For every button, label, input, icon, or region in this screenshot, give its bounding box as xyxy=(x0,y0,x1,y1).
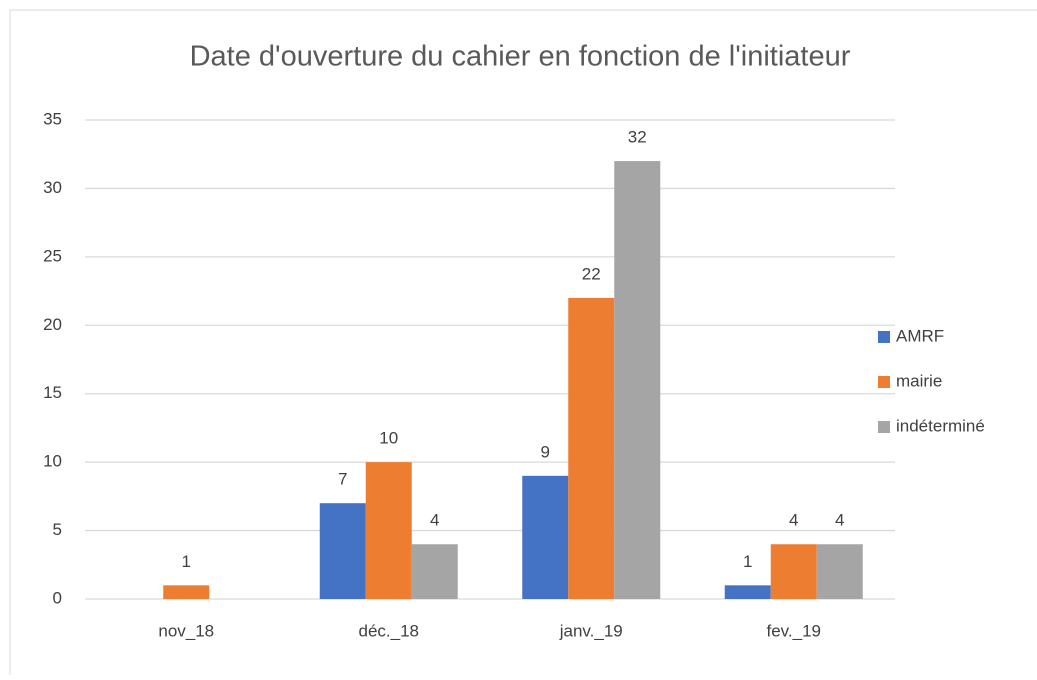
value-label: 9 xyxy=(541,442,550,461)
value-label: 4 xyxy=(835,511,844,530)
x-tick-label: fev._19 xyxy=(766,621,821,640)
y-tick-label: 30 xyxy=(43,178,62,197)
value-label: 1 xyxy=(182,552,191,571)
chart-frame xyxy=(9,9,1037,680)
value-label: 4 xyxy=(430,511,439,530)
y-tick-label: 10 xyxy=(43,452,62,471)
value-label: 10 xyxy=(379,429,398,448)
bar xyxy=(724,585,771,599)
bar xyxy=(365,462,412,599)
x-tick-label: nov_18 xyxy=(158,621,214,640)
legend-swatch xyxy=(878,331,890,343)
legend-swatch xyxy=(878,376,890,388)
y-tick-label: 0 xyxy=(53,588,62,607)
x-tick-label: janv._19 xyxy=(559,621,623,640)
bar xyxy=(411,544,458,599)
bar xyxy=(816,544,863,599)
legend-label: indéterminé xyxy=(896,416,985,435)
bar xyxy=(614,161,661,600)
chart-title: Date d'ouverture du cahier en fonction d… xyxy=(190,41,851,73)
bar xyxy=(163,585,210,599)
bar xyxy=(568,297,615,599)
x-tick-label: déc._18 xyxy=(359,621,420,640)
bar xyxy=(770,544,817,599)
y-tick-label: 5 xyxy=(53,520,62,539)
value-label: 1 xyxy=(743,552,752,571)
y-tick-label: 15 xyxy=(43,383,62,402)
bar xyxy=(319,503,366,599)
legend-swatch xyxy=(878,421,890,433)
legend-label: AMRF xyxy=(896,326,944,345)
y-tick-label: 25 xyxy=(43,246,62,265)
value-label: 22 xyxy=(582,264,601,283)
value-label: 7 xyxy=(338,470,347,489)
bar xyxy=(522,475,569,599)
y-tick-label: 35 xyxy=(43,109,62,128)
legend-label: mairie xyxy=(896,371,942,390)
value-label: 32 xyxy=(628,128,647,147)
value-label: 4 xyxy=(789,511,798,530)
y-tick-label: 20 xyxy=(43,315,62,334)
